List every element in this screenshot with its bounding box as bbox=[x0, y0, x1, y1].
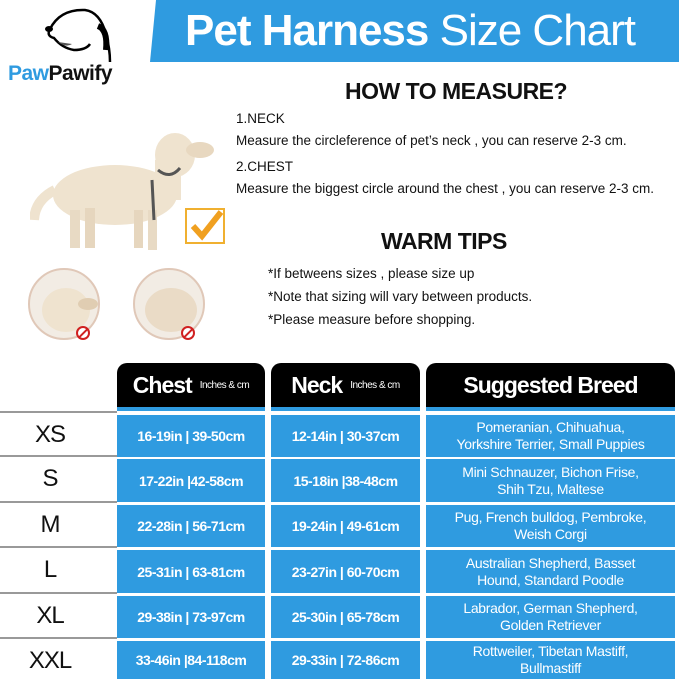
neck-value: 19-24in | 49-61cm bbox=[271, 505, 420, 547]
logo-text-1: Paw bbox=[8, 62, 49, 85]
breed-value: Pomeranian, Chihuahua, Yorkshire Terrier,… bbox=[426, 415, 675, 457]
header-unit: Inches & cm bbox=[199, 379, 250, 391]
header-label: Chest bbox=[132, 371, 193, 398]
title-banner bbox=[150, 0, 679, 62]
breed-value: Australian Shepherd, Basset Hound, Standa… bbox=[426, 550, 675, 593]
dog-logo-icon bbox=[45, 8, 112, 63]
breed-value: Labrador, German Shepherd, Golden Retriev… bbox=[426, 596, 675, 638]
logo-text-2: Pawify bbox=[48, 62, 113, 85]
neck-value: 29-33in | 72-86cm bbox=[271, 641, 420, 679]
prohibited-icon bbox=[181, 326, 195, 340]
breed-line: Mini Schnauzer, Bichon Frise, bbox=[462, 463, 639, 480]
size-label: L bbox=[43, 556, 57, 583]
neck-value: 23-27in | 60-70cm bbox=[271, 550, 420, 593]
size-label: M bbox=[40, 511, 61, 538]
row-divider bbox=[0, 455, 117, 457]
column-header-chest: Chest Inches & cm bbox=[117, 363, 265, 411]
breed-value: Pug, French bulldog, Pembroke, Weish Corg… bbox=[426, 505, 675, 547]
checkmark-icon bbox=[185, 208, 225, 244]
breed-line: Pomeranian, Chihuahua, bbox=[476, 419, 625, 435]
chest-value: 25-31in | 63-81cm bbox=[117, 550, 265, 593]
warm-tips-heading: WARM TIPS bbox=[381, 228, 507, 254]
size-label: XS bbox=[34, 421, 66, 448]
tip-item: *Note that sizing will vary between prod… bbox=[268, 289, 533, 304]
dog-wearing-harness-image bbox=[30, 133, 214, 250]
title-bold: Pet Harness bbox=[185, 6, 429, 55]
chest-value: 29-38in | 73-97cm bbox=[117, 596, 265, 638]
breed-line: Golden Retriever bbox=[499, 617, 602, 633]
neck-value: 12-14in | 30-37cm bbox=[271, 415, 420, 457]
neck-value: 15-18in |38-48cm bbox=[271, 459, 420, 502]
chest-instructions: Measure the biggest circle around the ch… bbox=[236, 181, 654, 196]
neck-label: 1.NECK bbox=[236, 111, 285, 126]
chest-value: 17-22in |42-58cm bbox=[117, 459, 265, 502]
header-label: Suggested Breed bbox=[463, 371, 638, 398]
size-label: S bbox=[42, 465, 58, 492]
size-label: XL bbox=[36, 602, 64, 629]
page-title: Pet Harness Size Chart bbox=[185, 6, 636, 56]
header-label: Neck bbox=[291, 371, 343, 398]
tip-item: *Please measure before shopping. bbox=[268, 312, 476, 327]
row-divider bbox=[0, 411, 117, 413]
breed-line: Yorkshire Terrier, Small Puppies bbox=[456, 436, 645, 452]
breed-line: Hound, Standard Poodle bbox=[477, 571, 624, 588]
incorrect-fit-image-2 bbox=[133, 268, 205, 340]
row-divider bbox=[0, 546, 117, 548]
how-to-measure-heading: HOW TO MEASURE? bbox=[345, 78, 568, 104]
breed-line: Weish Corgi bbox=[514, 526, 587, 542]
breed-line: Pug, French bulldog, Pembroke, bbox=[454, 509, 647, 525]
chest-value: 33-46in |84-118cm bbox=[117, 641, 265, 679]
column-header-neck: Neck Inches & cm bbox=[271, 363, 420, 411]
row-divider bbox=[0, 637, 117, 639]
breed-line: Australian Shepherd, Basset bbox=[465, 554, 636, 571]
tip-item: *If betweens sizes , please size up bbox=[268, 266, 475, 281]
neck-value: 25-30in | 65-78cm bbox=[271, 596, 420, 638]
breed-value: Rottweiler, Tibetan Mastiff, Bullmastiff bbox=[426, 641, 675, 679]
title-light: Size Chart bbox=[439, 6, 636, 55]
neck-instructions: Measure the circleference of pet’s neck … bbox=[236, 133, 627, 148]
chest-value: 22-28in | 56-71cm bbox=[117, 505, 265, 547]
breed-value: Mini Schnauzer, Bichon Frise, Shih Tzu, M… bbox=[426, 459, 675, 502]
row-divider bbox=[0, 501, 117, 503]
brand-logo: PawPawify bbox=[8, 62, 113, 86]
header-unit: Inches & cm bbox=[350, 379, 400, 391]
breed-line: Bullmastiff bbox=[519, 660, 582, 676]
prohibited-icon bbox=[76, 326, 90, 340]
breed-line: Rottweiler, Tibetan Mastiff, bbox=[472, 643, 629, 659]
breed-line: Shih Tzu, Maltese bbox=[497, 480, 604, 497]
chest-label: 2.CHEST bbox=[236, 159, 294, 174]
breed-line: Labrador, German Shepherd, bbox=[463, 600, 638, 616]
size-label: XXL bbox=[28, 647, 72, 674]
chest-value: 16-19in | 39-50cm bbox=[117, 415, 265, 457]
row-divider bbox=[0, 592, 117, 594]
column-header-breed: Suggested Breed bbox=[426, 363, 675, 411]
